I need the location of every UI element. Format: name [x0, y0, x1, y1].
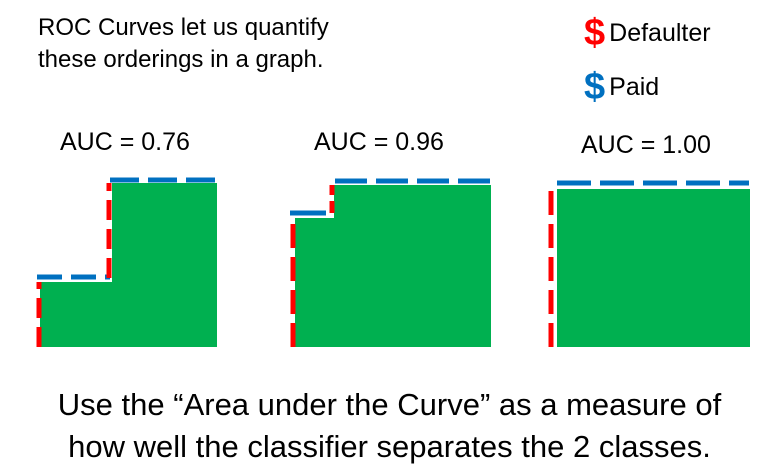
footer-line-2: how well the classifier separates the 2 …: [68, 429, 711, 464]
paid-dollar-icon: $: [584, 66, 606, 108]
footer-line-1: Use the “Area under the Curve” as a meas…: [57, 387, 722, 422]
area-under-curve-2: [295, 185, 491, 347]
auc-label-3: AUC = 1.00: [581, 131, 711, 159]
defaulter-dollar-icon: $: [584, 12, 606, 54]
area-under-curve-3: [557, 189, 750, 347]
legend-paid-label: Paid: [609, 72, 660, 101]
footer-caption: Use the “Area under the Curve” as a meas…: [0, 384, 779, 468]
intro-text: ROC Curves let us quantify these orderin…: [38, 12, 418, 76]
auc-label-1: AUC = 0.76: [60, 128, 190, 156]
roc-panel-1: [36, 177, 217, 347]
legend-paid: $ Paid: [584, 68, 659, 106]
intro-line-1: ROC Curves let us quantify: [38, 14, 329, 41]
auc-label-2: AUC = 0.96: [314, 128, 444, 156]
area-under-curve-1: [40, 183, 217, 347]
legend-defaulter: $ Defaulter: [584, 14, 711, 52]
intro-line-2: these orderings in a graph.: [38, 46, 324, 73]
legend-defaulter-label: Defaulter: [609, 18, 711, 47]
roc-panel-2: [290, 178, 491, 347]
roc-panel-3: [548, 180, 750, 347]
